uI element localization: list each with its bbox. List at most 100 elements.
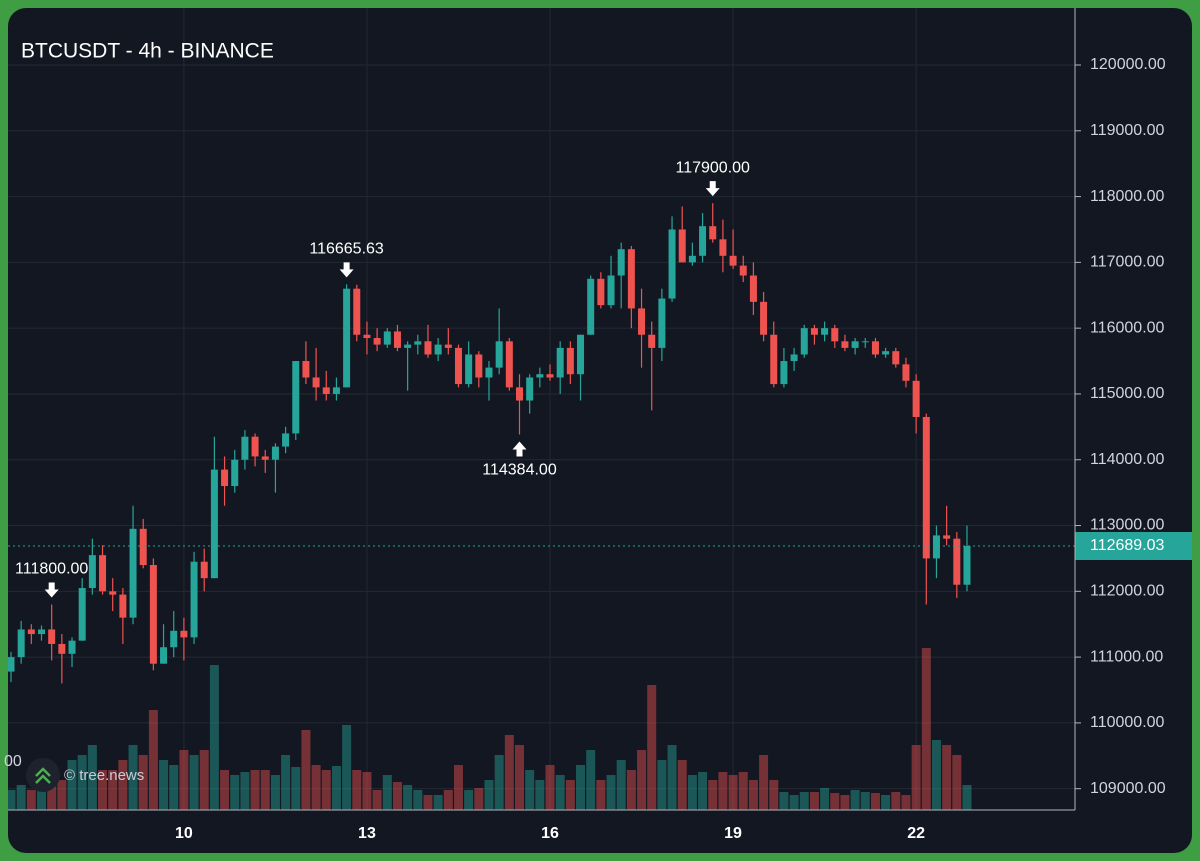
volume-bar [169,765,179,810]
watermark: © tree.news [64,767,144,784]
candle-body [261,456,269,460]
volume-bar [270,775,280,810]
candle-body [739,265,747,276]
candle-body [780,361,788,385]
x-tick-label: 13 [358,825,376,842]
volume-bar [962,785,972,810]
volume-bar [281,755,291,810]
candle-body [871,341,879,355]
grid [8,8,1075,810]
volume-bar [311,765,321,810]
candle-body [851,341,859,348]
volume-bar [47,770,57,810]
candle-body [617,249,625,276]
candle-body [414,341,422,345]
volume-bar [342,725,352,810]
candle-body [180,630,188,638]
edge-fragment: 00 [4,753,22,770]
candle-body [200,561,208,579]
volume-bar [77,755,87,810]
volume-bar [484,780,494,810]
candle-body [638,308,646,335]
volume-bar [535,780,545,810]
volume-bar [433,795,443,810]
candle-body [139,528,147,565]
x-tick-label: 10 [175,825,193,842]
candle-body [221,469,229,487]
volume-bar [148,710,158,810]
y-tick-label: 111000.00 [1090,648,1163,665]
annotation-label: 117900.00 [676,159,751,176]
volume-bar [515,745,524,810]
y-tick-label: 113000.00 [1090,517,1165,534]
candle-body [271,446,279,460]
candle-body [424,341,432,355]
volume-bar [870,793,880,810]
candle-body [688,255,696,263]
candle-body [719,239,727,256]
y-tick-label: 109000.00 [1090,780,1166,797]
volume-bar [789,795,799,810]
chart-title: BTCUSDT - 4h - BINANCE [21,40,274,63]
volume-bar [362,772,372,810]
volume-bar [698,772,708,810]
candle-body [485,367,493,378]
volume-bar [820,788,830,810]
volume-bar [372,790,382,810]
candle-body [536,374,544,378]
candle-body [404,344,412,348]
chart-panel [8,8,1192,853]
candle-body [821,328,829,335]
volume-bar [403,785,413,810]
annotation-arrow [339,262,354,278]
volume-bar [728,775,738,810]
candle-body [353,288,361,335]
candle-body [729,255,737,266]
volume-bar [911,745,921,810]
volume-bar [67,760,77,810]
candle-body [475,354,483,378]
volume-bar [250,770,260,810]
y-tick-label: 110000.00 [1090,714,1165,731]
volume-bar [626,770,636,810]
volume-bar [209,665,219,810]
volume-bar [596,780,606,810]
volume-bar [37,790,47,810]
volume-bar [220,770,230,810]
candle-body [587,278,595,335]
volume-bar [830,793,840,810]
candle-body [302,361,310,378]
candle-body [882,351,890,355]
overlay-layer: 109000.00 110000.00 111000.00 112000.00 1130… [8,56,1192,842]
candle-body [78,588,86,641]
volume-bar [118,760,128,810]
volume-bar [901,795,911,810]
volume-bar [291,767,301,810]
candle-body [831,328,839,342]
candle-body [841,341,849,348]
annotation-arrow [705,181,720,197]
annotation-arrow [512,441,527,457]
candle-body [668,229,676,299]
candle-body [231,459,239,487]
candle-body [699,226,707,256]
volume-bar [423,795,433,810]
candle-body [88,555,96,589]
candle-body [658,298,666,348]
volume-bar [891,792,901,810]
candle-body [383,331,391,345]
volume-bar [637,750,647,810]
annotation-label: 111800.00 [15,561,88,578]
volume-bar [921,648,931,810]
volume-bar [392,782,402,810]
candle-body [27,629,35,635]
volume-bar [687,775,697,810]
candle-body [749,275,757,302]
volume-bar [881,795,891,810]
x-tick-label: 16 [541,825,559,842]
volume-bar [8,790,16,810]
candle-body [678,229,686,263]
candle-body [454,347,462,385]
candle-body [566,347,574,375]
